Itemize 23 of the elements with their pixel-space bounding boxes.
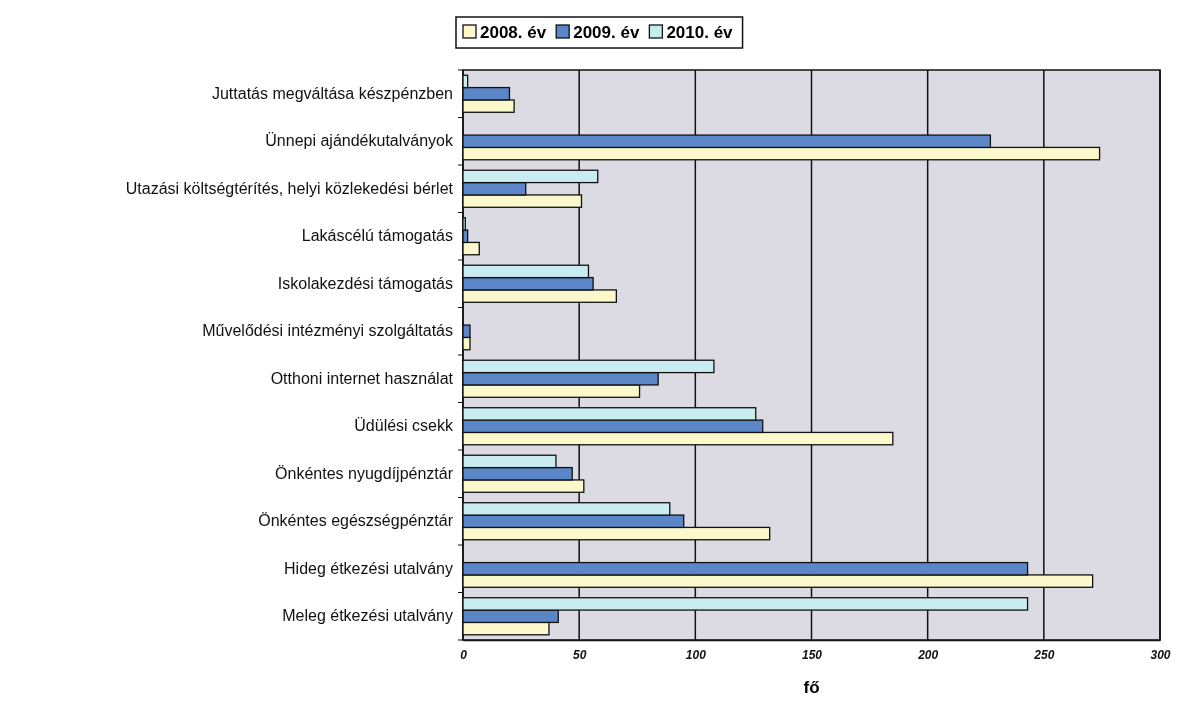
y-tick-label: Utazási költségtérítés, helyi közlekedési bérlet bbox=[125, 179, 454, 197]
y-tick-label: Művelődési intézményi szolgáltatás bbox=[202, 322, 453, 340]
y-tick-label: Juttatás megváltása készpénzben bbox=[211, 84, 453, 102]
legend-label: 2008. év bbox=[480, 23, 547, 42]
y-tick-label: Meleg étkezési utalvány bbox=[282, 607, 453, 625]
x-tick-label: 250 bbox=[1033, 647, 1055, 662]
x-tick-label: 0 bbox=[460, 647, 468, 662]
x-tick-label: 300 bbox=[1150, 647, 1171, 662]
x-tick-label: 50 bbox=[572, 647, 587, 662]
x-tick-label: 150 bbox=[801, 647, 823, 662]
x-tick-label: 100 bbox=[685, 647, 707, 662]
y-tick-label: Hideg étkezési utalvány bbox=[284, 559, 453, 577]
y-tick-label: Ünnepi ajándékutalványok bbox=[265, 132, 454, 150]
y-tick-label: Önkéntes nyugdíjpénztár bbox=[275, 464, 454, 482]
y-tick-label: Lakáscélú támogatás bbox=[301, 227, 453, 245]
y-tick-label: Iskolakezdési támogatás bbox=[277, 274, 453, 292]
legend-label: 2010. év bbox=[666, 23, 734, 42]
x-tick-label: 200 bbox=[917, 647, 939, 662]
y-tick-label: Üdülési csekk bbox=[354, 417, 454, 435]
y-tick-label: Otthoni internet használat bbox=[270, 369, 454, 387]
x-axis-title: fő bbox=[803, 678, 820, 697]
y-tick-label: Önkéntes egészségpénztár bbox=[258, 512, 454, 530]
legend-label: 2009. év bbox=[573, 23, 640, 42]
